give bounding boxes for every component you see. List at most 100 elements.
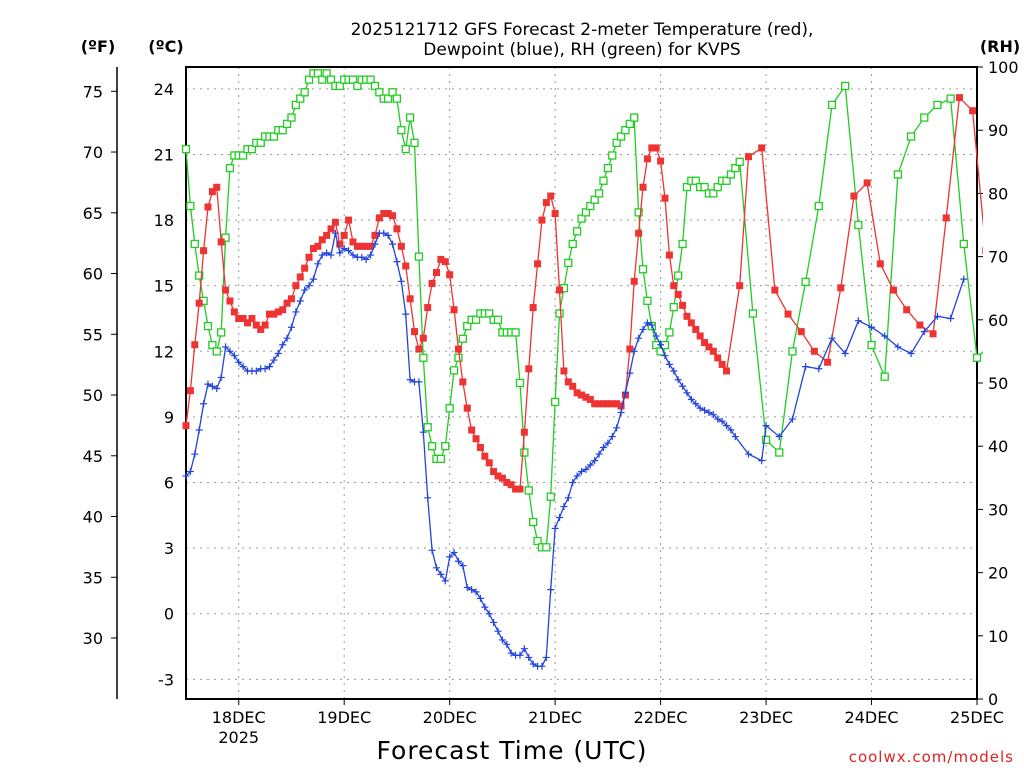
temperature-point [230,308,238,316]
celsius-tick-label: 21 [154,145,174,164]
rh-point [397,126,406,135]
rh-point [212,347,221,356]
dewpoint-point [446,553,454,561]
rh-point [946,94,955,103]
dewpoint-point [402,310,410,318]
temperature-point [375,214,383,222]
rh-tick-label: 30 [988,500,1008,519]
temperature-point [358,242,366,250]
temperature-point [723,367,731,375]
dewpoint-point [907,349,915,357]
rh-point [713,182,722,192]
temperature-point [191,341,199,349]
temperature-point [876,260,884,268]
rh-point [190,239,199,249]
dewpoint-point [881,332,889,340]
rh-point [722,176,731,185]
rh-tick-label: 70 [988,248,1008,267]
x-tick-label: 20DEC [423,708,477,727]
rh-point [410,138,419,147]
dewpoint-point [701,406,709,414]
temperature-point [797,328,805,336]
rh-tick-label: 80 [988,184,1008,203]
temperature-point [538,216,546,224]
temperature-point [371,231,379,239]
fahrenheit-tick-label: 45 [83,447,103,466]
rh-point [572,227,582,236]
dewpoint-point [661,352,669,360]
temperature-point [226,297,234,305]
dewpoint-point [604,439,612,447]
temperature-point [367,242,375,250]
fahrenheit-tick-label: 75 [83,82,103,101]
temperature-point [349,238,357,246]
temperature-point [323,231,331,239]
rh-tick-label: 0 [988,690,998,709]
rh-point [586,201,595,211]
rh-point [987,342,994,349]
rh-point [748,309,758,318]
temperature-point [468,426,476,434]
temperature-point [507,481,515,489]
dewpoint-point [520,645,528,653]
rh-point [287,113,296,122]
dewpoint-point [788,415,796,423]
dewpoint-point [318,251,326,259]
rh-point [423,423,432,432]
rh-point [665,328,674,337]
rh-point [867,340,876,350]
temperature-point [608,400,616,408]
temperature-point [648,144,656,152]
dewpoint-line [185,232,965,667]
dewpoint-point [525,653,533,661]
temperature-point [617,402,625,410]
temperature-point [393,225,401,233]
rh-point [906,132,916,141]
temperature-point [714,354,722,362]
rh-point [880,372,889,381]
dewpoint-point [705,409,713,417]
temperature-point [261,321,269,329]
x-tick-label: 25DEC [950,708,1004,727]
dewpoint-point [613,424,621,432]
temperature-point [362,242,370,250]
temperature-point [578,391,585,399]
dewpoint-point [292,308,300,316]
rh-tick-label: 60 [988,311,1008,330]
dewpoint-point [569,479,577,487]
rh-point [638,265,648,274]
temperature-point [687,319,695,327]
temperature-point [204,203,212,211]
dewpoint-point [323,249,331,257]
temperature-point [595,400,603,408]
data-series [181,69,994,670]
temperature-point [516,485,524,493]
fahrenheit-tick-label: 40 [83,508,103,527]
dewpoint-point [485,610,493,618]
rh-point [814,201,823,211]
rh-point [700,182,709,192]
dewpoint-point [692,400,700,408]
dewpoint-point [709,411,717,419]
temperature-point [718,360,726,368]
dewpoint-point [639,325,647,333]
temperature-point [591,400,599,408]
source-credit: coolwx.com/models [849,748,1014,766]
dewpoint-point [459,562,467,570]
temperature-point [705,343,713,351]
temperature-point [318,236,326,244]
rh-point [841,81,850,91]
rh-point [577,214,586,223]
rh-point [625,119,634,129]
temperature-point [582,393,590,401]
fahrenheit-axis-unit: (ºF) [81,37,116,56]
rh-point [370,81,380,91]
dewpoint-point [841,349,849,357]
rh-point [405,113,415,122]
temperature-point [309,245,317,253]
dewpoint-point [670,367,678,375]
x-tick-sublabel: 2025 [218,728,259,747]
temperature-point [235,314,243,322]
rh-point [893,170,903,179]
rh-point [581,208,591,217]
